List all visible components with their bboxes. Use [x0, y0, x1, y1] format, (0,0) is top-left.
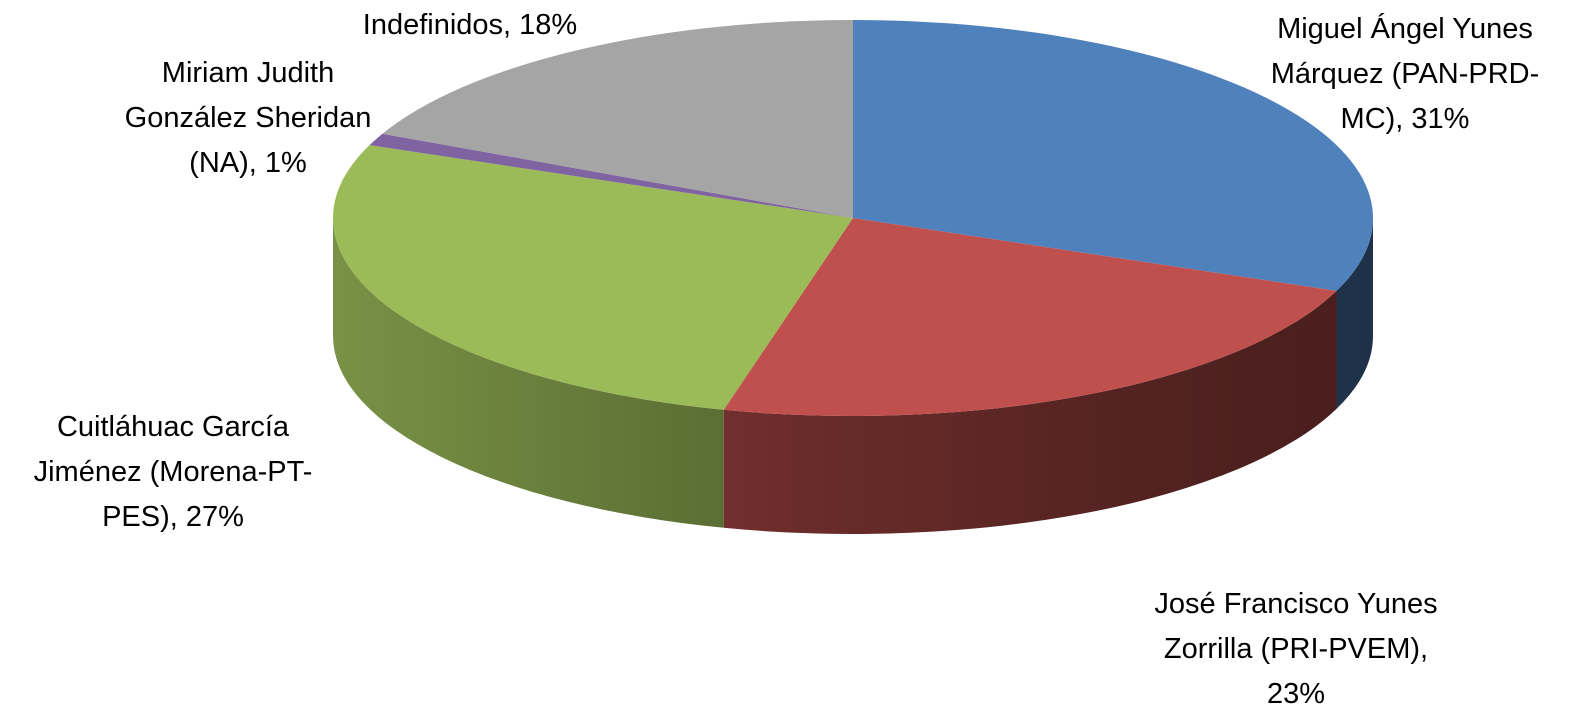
pie-slice-indefinidos: [382, 20, 853, 218]
pie-side-miguel-angel-yunes-marquez-pan-prd-mc: [1336, 218, 1373, 409]
pie-slice-jose-francisco-yunes-zorrilla-pri-pvem: [723, 218, 1337, 416]
data-label-cuitlahuac-garcia-jimenez-morena-pt-pes: Cuitláhuac García Jiménez (Morena-PT-PES)…: [34, 411, 313, 533]
data-label-miguel-angel-yunes-marquez-pan-prd-mc: Miguel Ángel Yunes Márquez (PAN-PRD-MC), …: [1271, 12, 1540, 135]
pie-slice-cuitlahuac-garcia-jimenez-morena-pt-pes: [332, 145, 853, 410]
data-label-jose-francisco-yunes-zorrilla-pri-pvem: José Francisco Yunes Zorrilla (PRI-PVEM),…: [1154, 588, 1437, 710]
data-label-miriam-judith-gonzalez-sheridan-na: Miriam Judith González Sheridan (NA), 1%: [125, 57, 372, 179]
pie-side-cuitlahuac-garcia-jimenez-morena-pt-pes: [333, 218, 724, 528]
pie-slice-miguel-angel-yunes-marquez-pan-prd-mc: [853, 20, 1373, 291]
pie-side-jose-francisco-yunes-zorrilla-pri-pvem: [723, 290, 1337, 534]
data-labels: Miguel Ángel Yunes Márquez (PAN-PRD-MC), …: [34, 9, 1540, 710]
pie-sides: [333, 218, 1373, 534]
pie-slices: [332, 20, 1373, 416]
pie-slice-miriam-judith-gonzalez-sheridan-na: [369, 133, 853, 218]
data-label-indefinidos: Indefinidos, 18%: [363, 9, 577, 41]
